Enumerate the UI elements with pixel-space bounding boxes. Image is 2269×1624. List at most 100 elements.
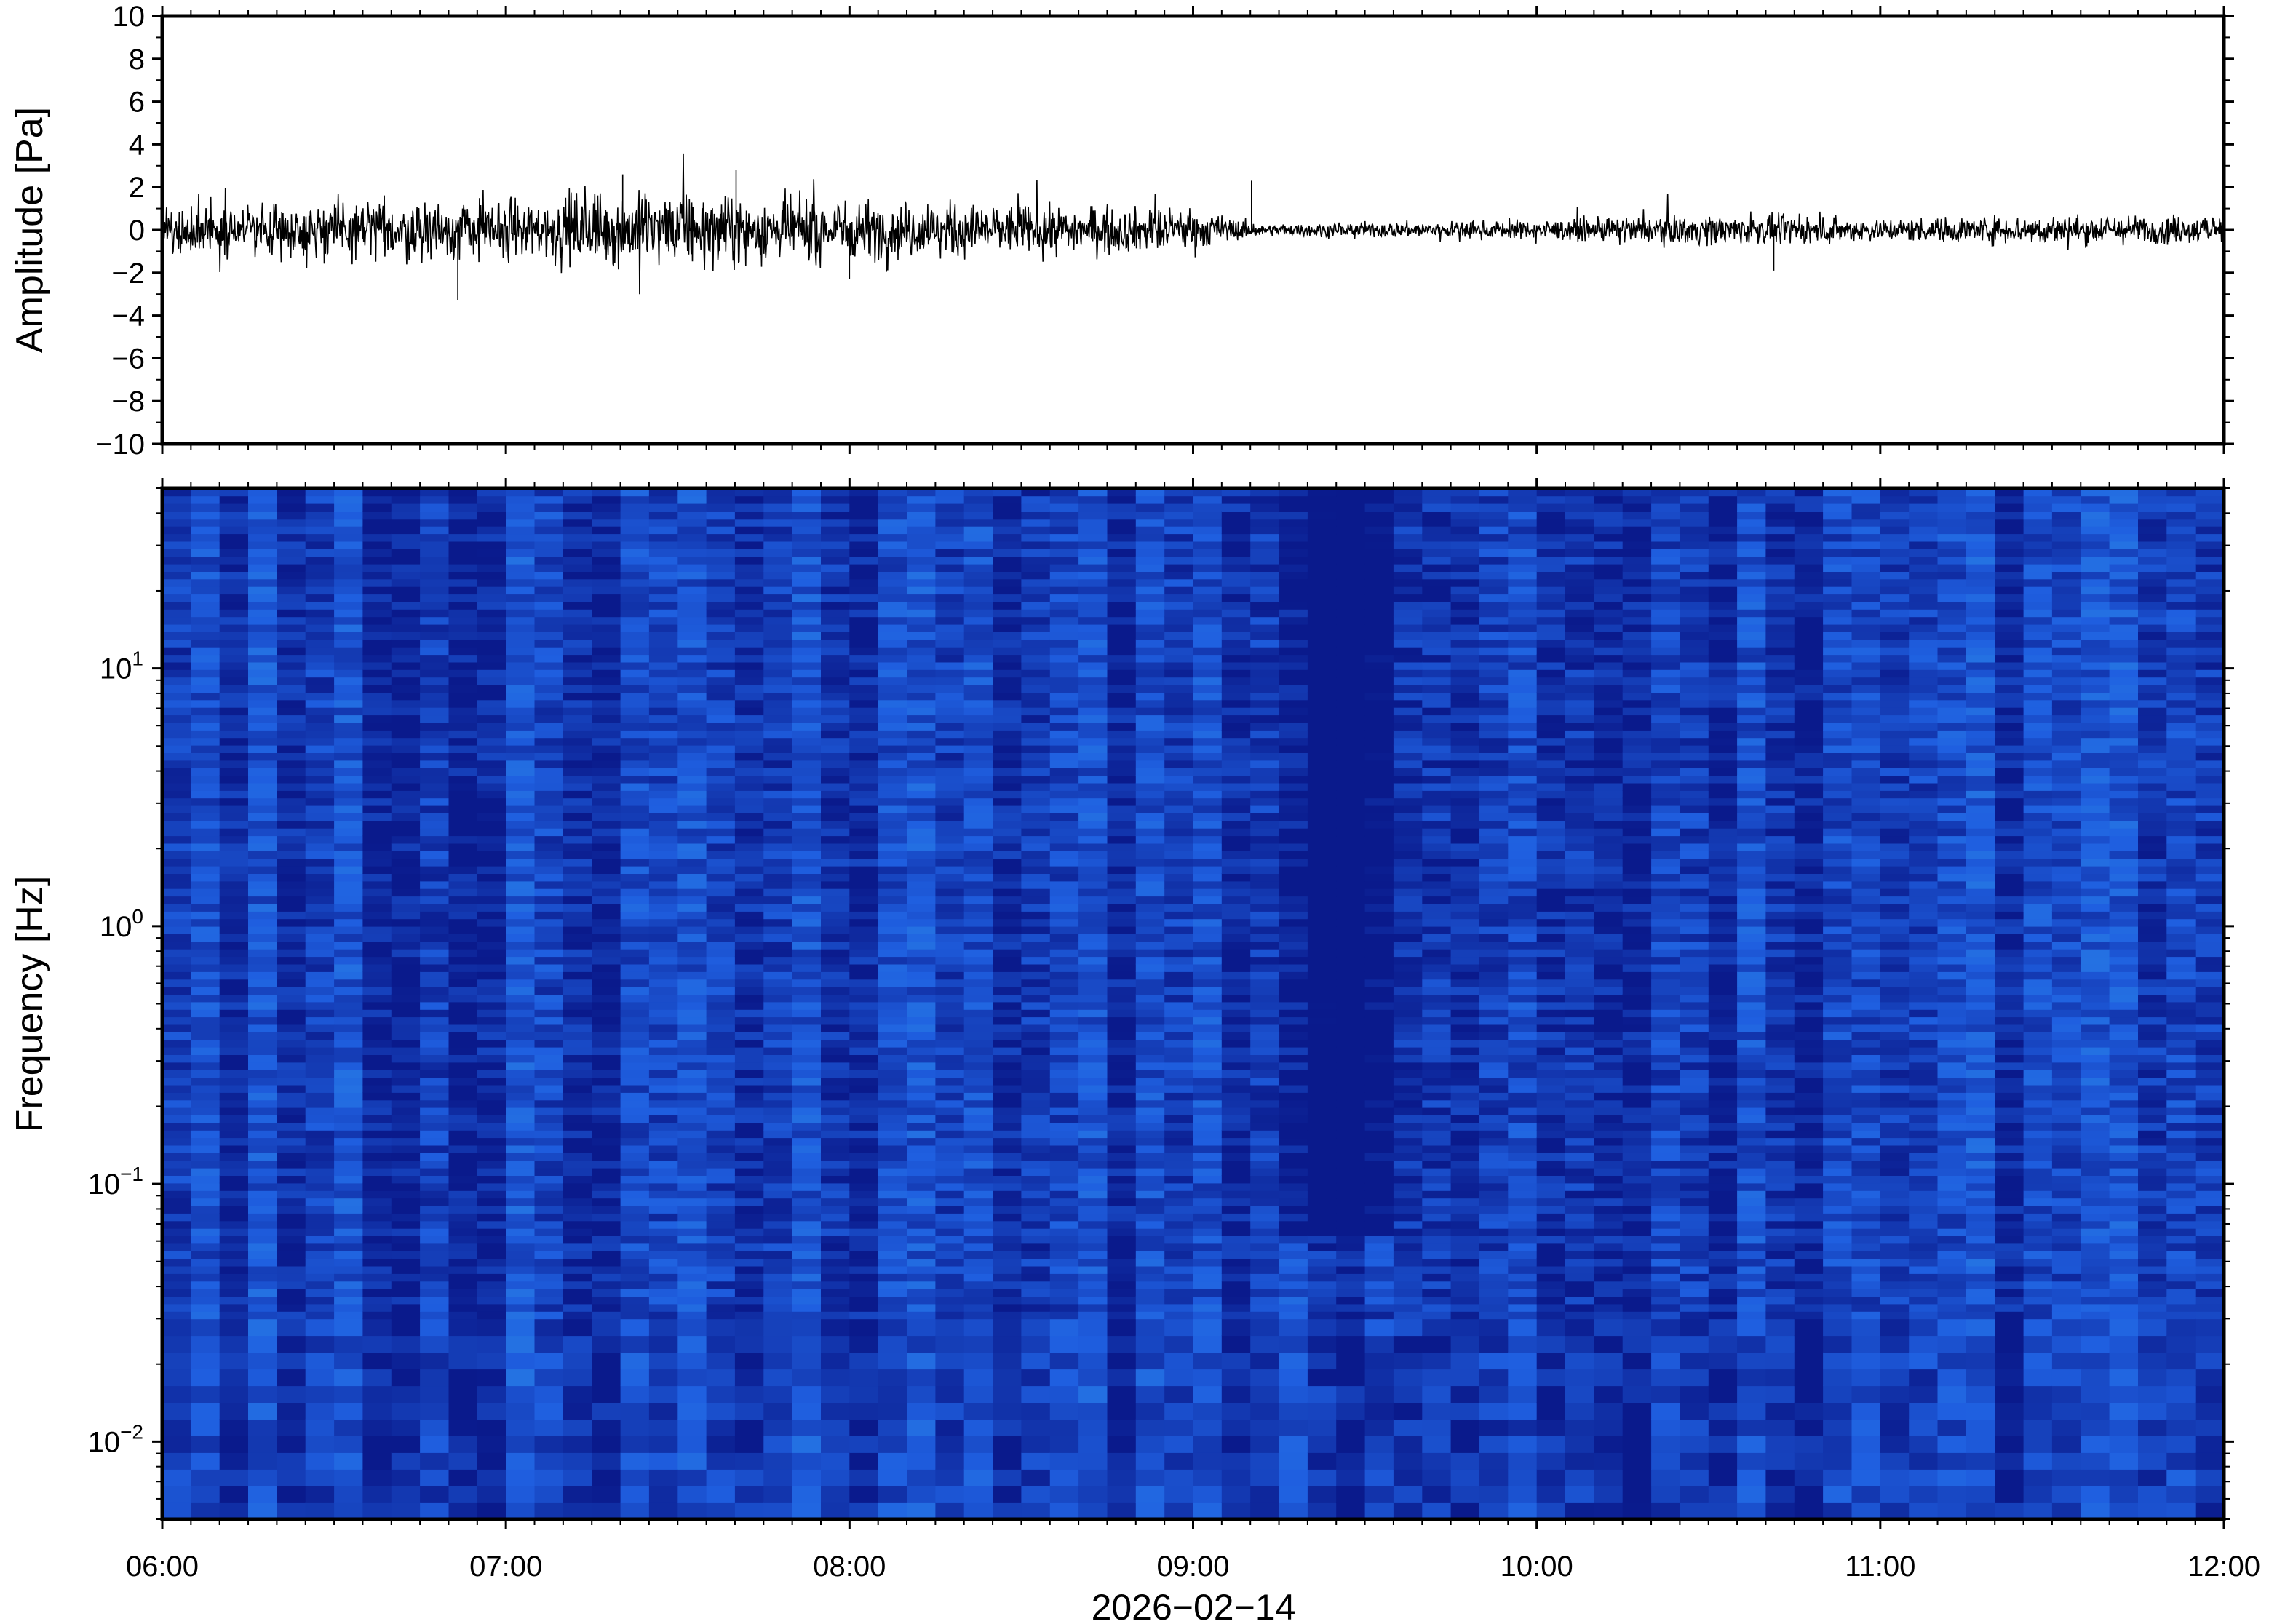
spectrogram-cell <box>162 1273 192 1282</box>
spectrogram-cell <box>763 511 793 520</box>
spectrogram-cell <box>219 1046 249 1055</box>
spectrogram-cell <box>1021 956 1051 965</box>
spectrogram-cell <box>993 1137 1022 1146</box>
spectrogram-cell <box>506 1039 536 1048</box>
spectrogram-cell <box>620 873 650 882</box>
spectrogram-cell <box>448 511 478 520</box>
spectrogram-cell <box>935 549 965 557</box>
spectrogram-cell <box>935 835 965 844</box>
spectrogram-cell <box>1250 488 1280 497</box>
spectrogram-cell <box>219 525 249 535</box>
spectrogram-cell <box>248 1198 278 1206</box>
spectrogram-cell <box>1193 730 1223 739</box>
spectrogram-cell <box>821 1099 851 1108</box>
spectrogram-cell <box>305 1032 335 1040</box>
spectrogram-cell <box>305 744 335 753</box>
spectrogram-cell <box>563 767 592 776</box>
spectrogram-cell <box>506 1160 536 1169</box>
spectrogram-cell <box>734 1436 764 1453</box>
spectrogram-cell <box>1193 1198 1223 1206</box>
spectrogram-cell <box>677 1046 707 1055</box>
spectrogram-cell <box>1135 1419 1165 1436</box>
spectrogram-cell <box>1164 752 1194 761</box>
spectrogram-cell <box>219 1402 249 1420</box>
spectrogram-cell <box>1049 495 1079 504</box>
spectrogram-cell <box>1049 760 1079 768</box>
spectrogram-cell <box>1193 1107 1223 1115</box>
spectrogram-cell <box>477 858 506 867</box>
spectrogram-cell <box>792 767 822 776</box>
spectrogram-cell <box>620 820 650 829</box>
spectrogram-cell <box>1078 616 1108 625</box>
spectrogram-cell <box>277 956 306 965</box>
spectrogram-cell <box>191 1469 220 1486</box>
spectrogram-cell <box>219 986 249 995</box>
spectrogram-cell <box>219 934 249 942</box>
spectrogram-cell <box>1193 1452 1223 1470</box>
spectrogram-cell <box>935 744 965 753</box>
spectrogram-cell <box>305 1281 335 1289</box>
spectrogram-cell <box>1078 646 1108 656</box>
spectrogram-cell <box>763 797 793 806</box>
spectrogram-cell <box>935 1436 965 1453</box>
spectrogram-cell <box>277 1281 306 1289</box>
spectrogram-cell <box>935 1092 965 1101</box>
spectrogram-cell <box>620 692 650 701</box>
spectrogram-cell <box>362 1243 392 1251</box>
spectrogram-cell <box>993 1099 1022 1108</box>
spectrogram-cell <box>648 797 678 806</box>
spectrogram-cell <box>963 797 993 806</box>
spectrogram-cell <box>849 737 879 746</box>
spectrogram-cell <box>1193 677 1223 685</box>
spectrogram-cell <box>677 1016 707 1025</box>
spectrogram-cell <box>563 1175 592 1184</box>
spectrogram-cell <box>277 767 306 776</box>
spectrogram-cell <box>191 1235 220 1244</box>
spectrogram-cell <box>935 1099 965 1108</box>
spectrogram-cell <box>706 1352 736 1370</box>
spectrogram-cell <box>563 1153 592 1161</box>
spectrogram-cell <box>563 692 592 701</box>
spectrogram-cell <box>191 594 220 602</box>
spectrogram-cell <box>878 1182 907 1191</box>
spectrogram-cell <box>677 1318 707 1337</box>
spectrogram-cell <box>1164 1335 1194 1353</box>
spectrogram-cell <box>1021 775 1051 784</box>
spectrogram-cell <box>592 865 621 874</box>
spectrogram-cell <box>448 1469 478 1486</box>
spectrogram-cell <box>219 511 249 520</box>
spectrogram-cell <box>1164 699 1194 708</box>
spectrogram-cell <box>248 1001 278 1010</box>
spectrogram-cell <box>420 495 450 504</box>
spectrogram-cell <box>1107 1160 1137 1169</box>
spectrogram-cell <box>963 1227 993 1236</box>
spectrogram-cell <box>677 1296 707 1305</box>
spectrogram-cell <box>734 646 764 656</box>
spectrogram-cell <box>248 858 278 867</box>
spectrogram-cell <box>1107 578 1137 587</box>
spectrogram-cell <box>849 956 879 965</box>
spectrogram-cell <box>620 851 650 859</box>
spectrogram-cell <box>963 851 993 859</box>
spectrogram-cell <box>734 549 764 557</box>
spectrogram-cell <box>1221 715 1251 723</box>
spectrogram-cell <box>362 1024 392 1032</box>
spectrogram-cell <box>935 1016 965 1025</box>
spectrogram-cell <box>1135 563 1165 572</box>
spectrogram-cell <box>907 1419 937 1436</box>
spectrogram-cell <box>792 488 822 497</box>
spectrogram-cell <box>734 1175 764 1184</box>
spectrogram-cell <box>648 684 678 693</box>
spectrogram-cell <box>821 1205 851 1214</box>
spectrogram-cell <box>477 911 506 920</box>
spectrogram-cell <box>734 805 764 813</box>
spectrogram-cell <box>362 541 392 549</box>
spectrogram-cell <box>734 715 764 723</box>
spectrogram-cell <box>1164 1265 1194 1274</box>
spectrogram-cell <box>706 1419 736 1436</box>
spectrogram-cell <box>734 616 764 625</box>
spectrogram-cell <box>362 1486 392 1503</box>
spectrogram-cell <box>1049 1077 1079 1086</box>
spectrogram-cell <box>592 1129 621 1139</box>
spectrogram-cell <box>334 1153 364 1161</box>
